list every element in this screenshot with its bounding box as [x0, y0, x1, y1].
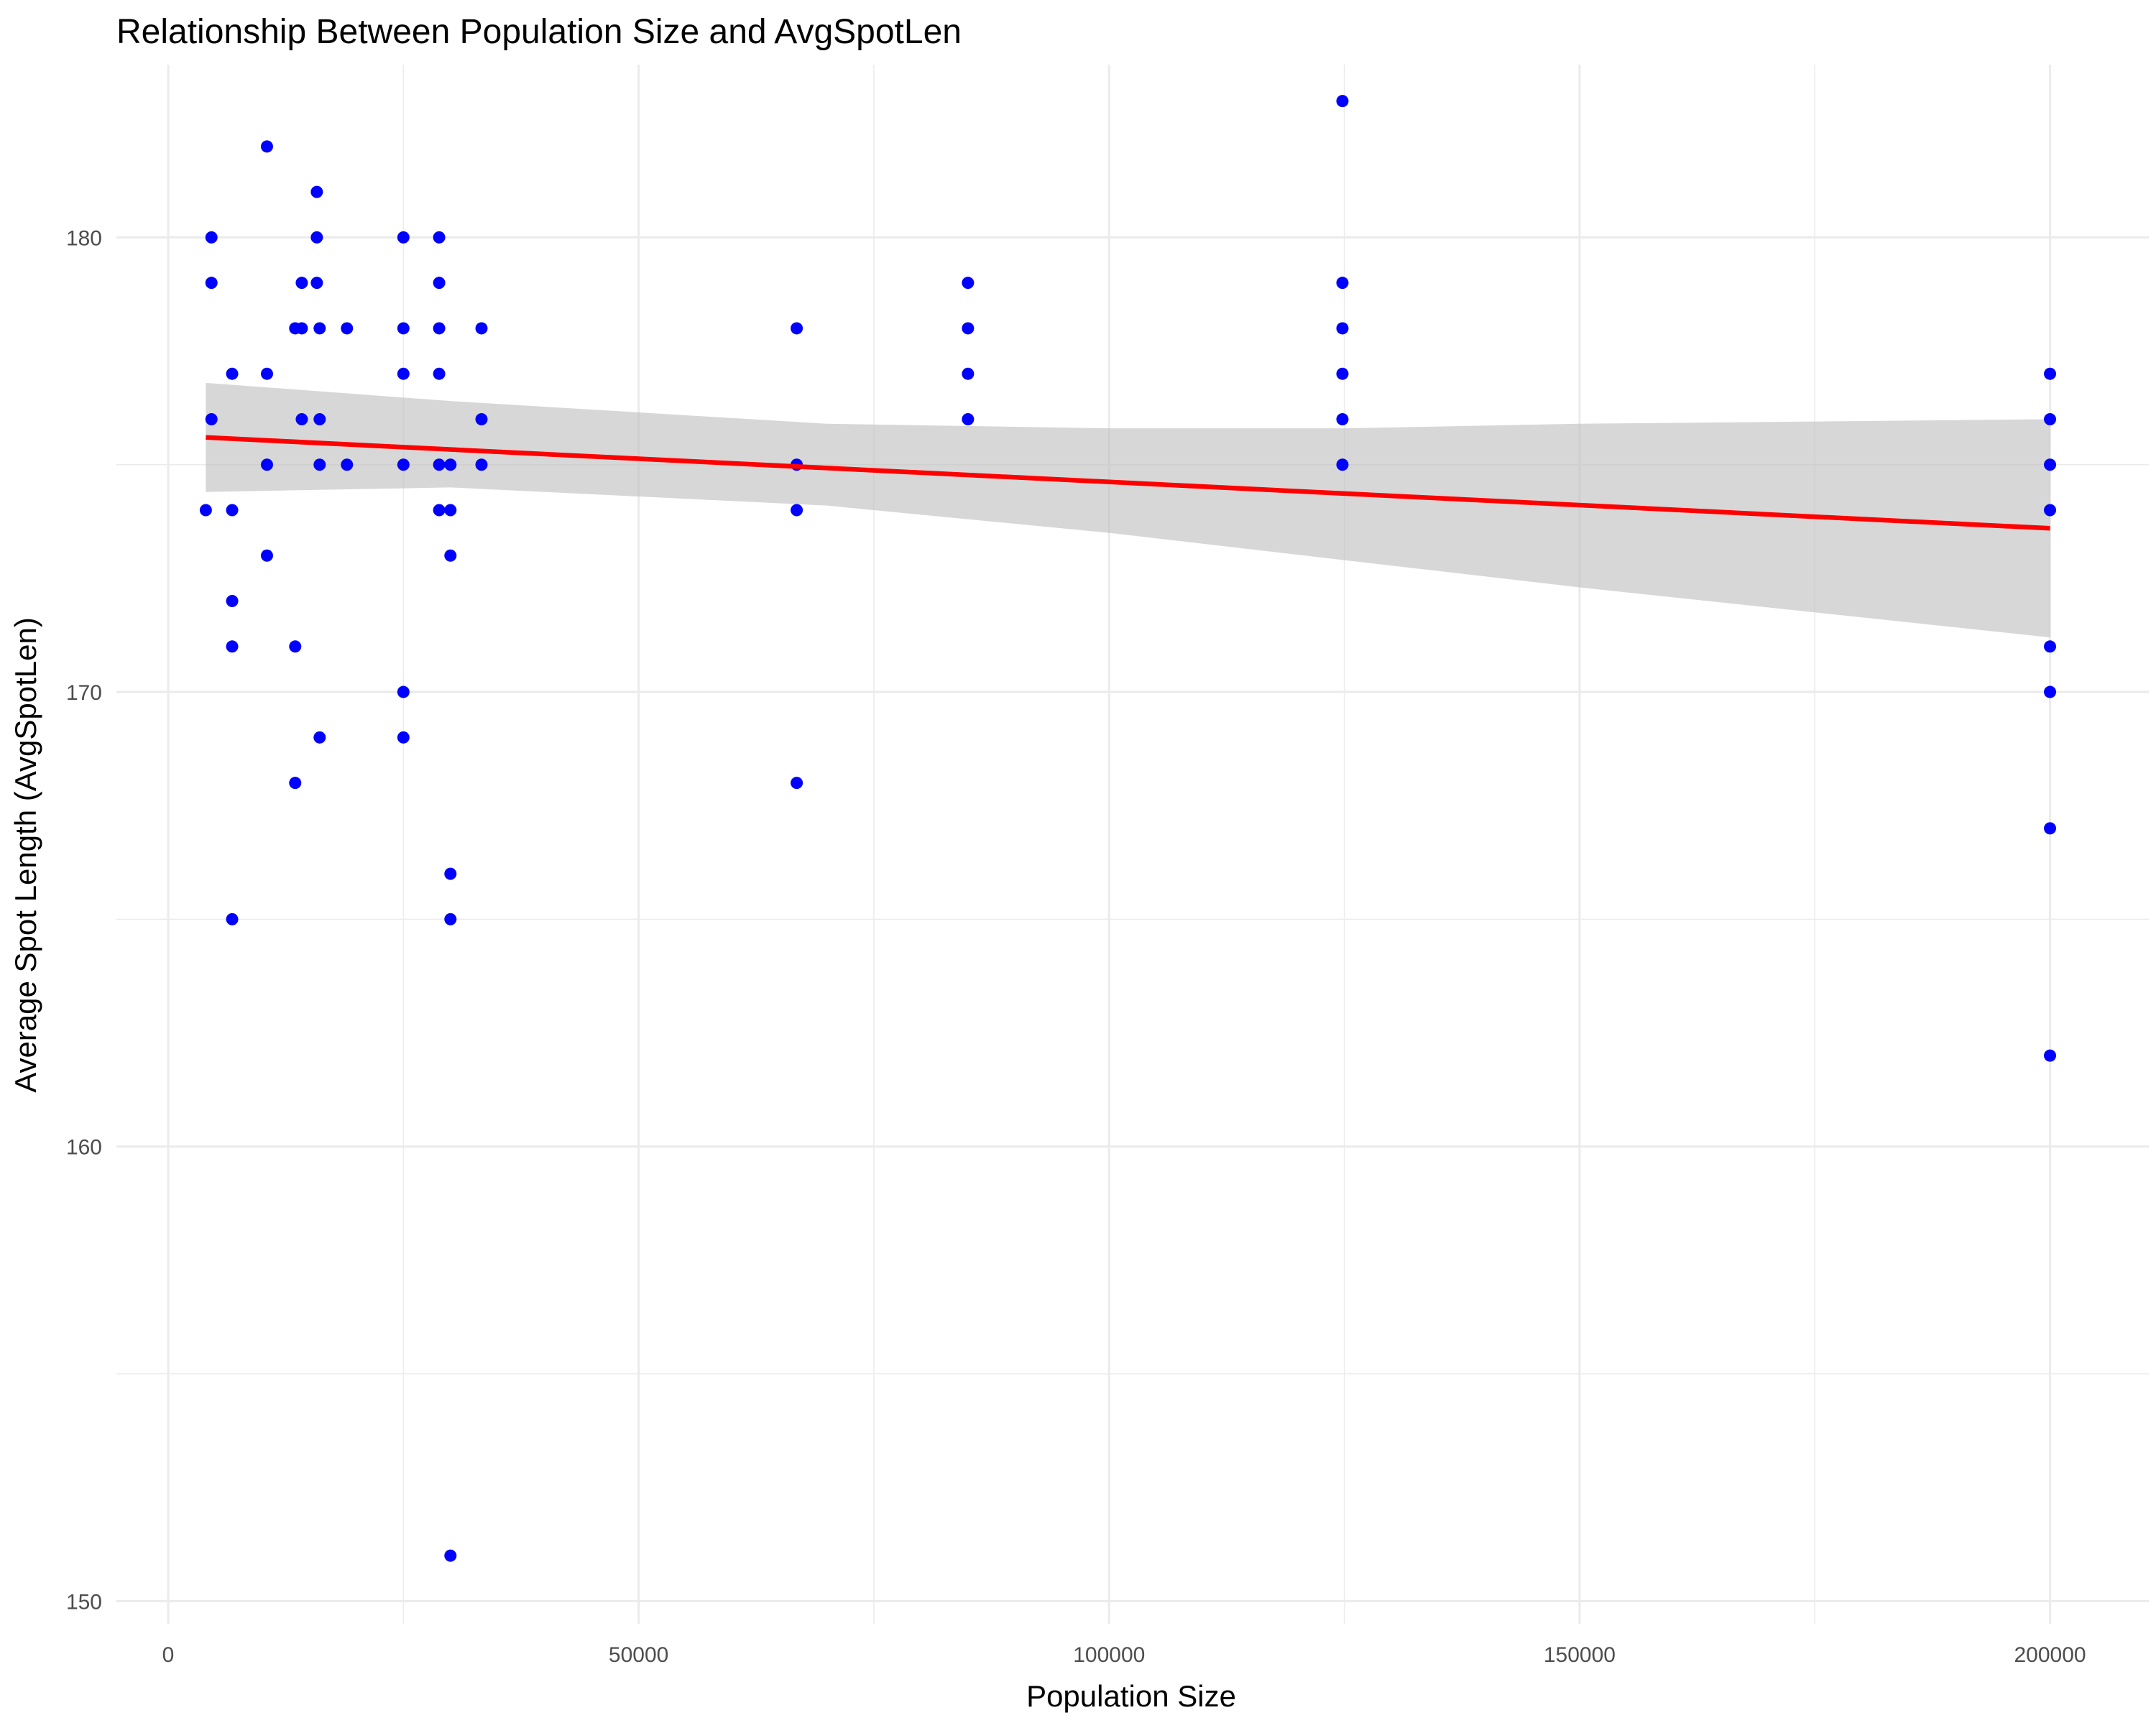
data-point — [226, 595, 239, 608]
data-point — [310, 277, 323, 290]
data-point — [2044, 1049, 2057, 1062]
data-point — [791, 322, 803, 335]
data-point — [310, 231, 323, 244]
data-point — [962, 277, 975, 290]
data-point — [260, 140, 273, 153]
data-point — [1336, 322, 1349, 335]
data-point — [444, 912, 457, 925]
data-point — [433, 277, 446, 290]
data-point — [341, 458, 354, 471]
data-point — [313, 322, 326, 335]
data-point — [260, 367, 273, 380]
data-point — [397, 231, 410, 244]
data-point — [2044, 822, 2057, 835]
data-point — [397, 685, 410, 698]
data-point — [444, 458, 457, 471]
y-axis-title: Average Spot Length (AvgSpotLen) — [9, 617, 42, 1093]
axes: 0 50000 100000 150000 200000 150 160 170 180 — [66, 226, 2086, 1667]
confidence-band — [206, 382, 2050, 638]
data-point — [205, 412, 218, 425]
data-point — [226, 504, 239, 517]
data-point — [2044, 367, 2057, 380]
data-points — [199, 95, 2057, 1562]
data-point — [444, 504, 457, 517]
trend-line — [206, 435, 2050, 531]
data-point — [226, 912, 239, 925]
data-point — [433, 367, 446, 380]
data-point — [2044, 640, 2057, 653]
data-point — [1336, 277, 1349, 290]
y-tick-label: 150 — [66, 1590, 102, 1614]
data-point — [433, 322, 446, 335]
data-point — [2044, 412, 2057, 425]
y-tick-label: 180 — [66, 226, 102, 250]
data-point — [791, 777, 803, 790]
data-point — [475, 412, 488, 425]
data-point — [1336, 367, 1349, 380]
data-point — [289, 777, 302, 790]
data-point — [433, 458, 446, 471]
data-point — [444, 1549, 457, 1562]
data-point — [226, 367, 239, 380]
data-point — [433, 231, 446, 244]
data-point — [199, 504, 212, 517]
data-point — [313, 731, 326, 744]
data-point — [1336, 458, 1349, 471]
data-point — [295, 412, 308, 425]
data-point — [260, 549, 273, 562]
x-tick-label: 100000 — [1073, 1643, 1145, 1667]
data-point — [475, 322, 488, 335]
data-point — [226, 640, 239, 653]
data-point — [1336, 412, 1349, 425]
data-point — [397, 731, 410, 744]
x-tick-label: 200000 — [2014, 1643, 2086, 1667]
data-point — [397, 322, 410, 335]
x-axis-title: Population Size — [1026, 1679, 1236, 1713]
data-point — [475, 458, 488, 471]
data-point — [205, 231, 218, 244]
data-point — [962, 322, 975, 335]
confidence-band-layer — [206, 382, 2050, 638]
data-point — [1336, 95, 1349, 108]
data-point — [2044, 685, 2057, 698]
x-tick-label: 0 — [162, 1643, 175, 1667]
data-point — [205, 277, 218, 290]
data-point — [295, 322, 308, 335]
x-tick-label: 50000 — [609, 1643, 668, 1667]
data-point — [2044, 504, 2057, 517]
trend-line-layer — [206, 435, 2050, 531]
data-point — [341, 322, 354, 335]
data-point — [791, 504, 803, 517]
data-point — [444, 867, 457, 880]
data-point — [962, 412, 975, 425]
chart-title: Relationship Between Population Size and… — [116, 13, 962, 51]
data-point — [260, 458, 273, 471]
data-point — [310, 185, 323, 198]
data-point — [397, 458, 410, 471]
data-point — [289, 640, 302, 653]
y-tick-label: 170 — [66, 681, 102, 705]
data-point — [313, 412, 326, 425]
y-tick-label: 160 — [66, 1136, 102, 1160]
data-point — [295, 277, 308, 290]
x-tick-label: 150000 — [1544, 1643, 1616, 1667]
data-point — [433, 504, 446, 517]
data-point — [962, 367, 975, 380]
data-point — [444, 549, 457, 562]
data-point — [2044, 458, 2057, 471]
grid — [116, 65, 2149, 1624]
data-point — [313, 458, 326, 471]
data-point — [397, 367, 410, 380]
